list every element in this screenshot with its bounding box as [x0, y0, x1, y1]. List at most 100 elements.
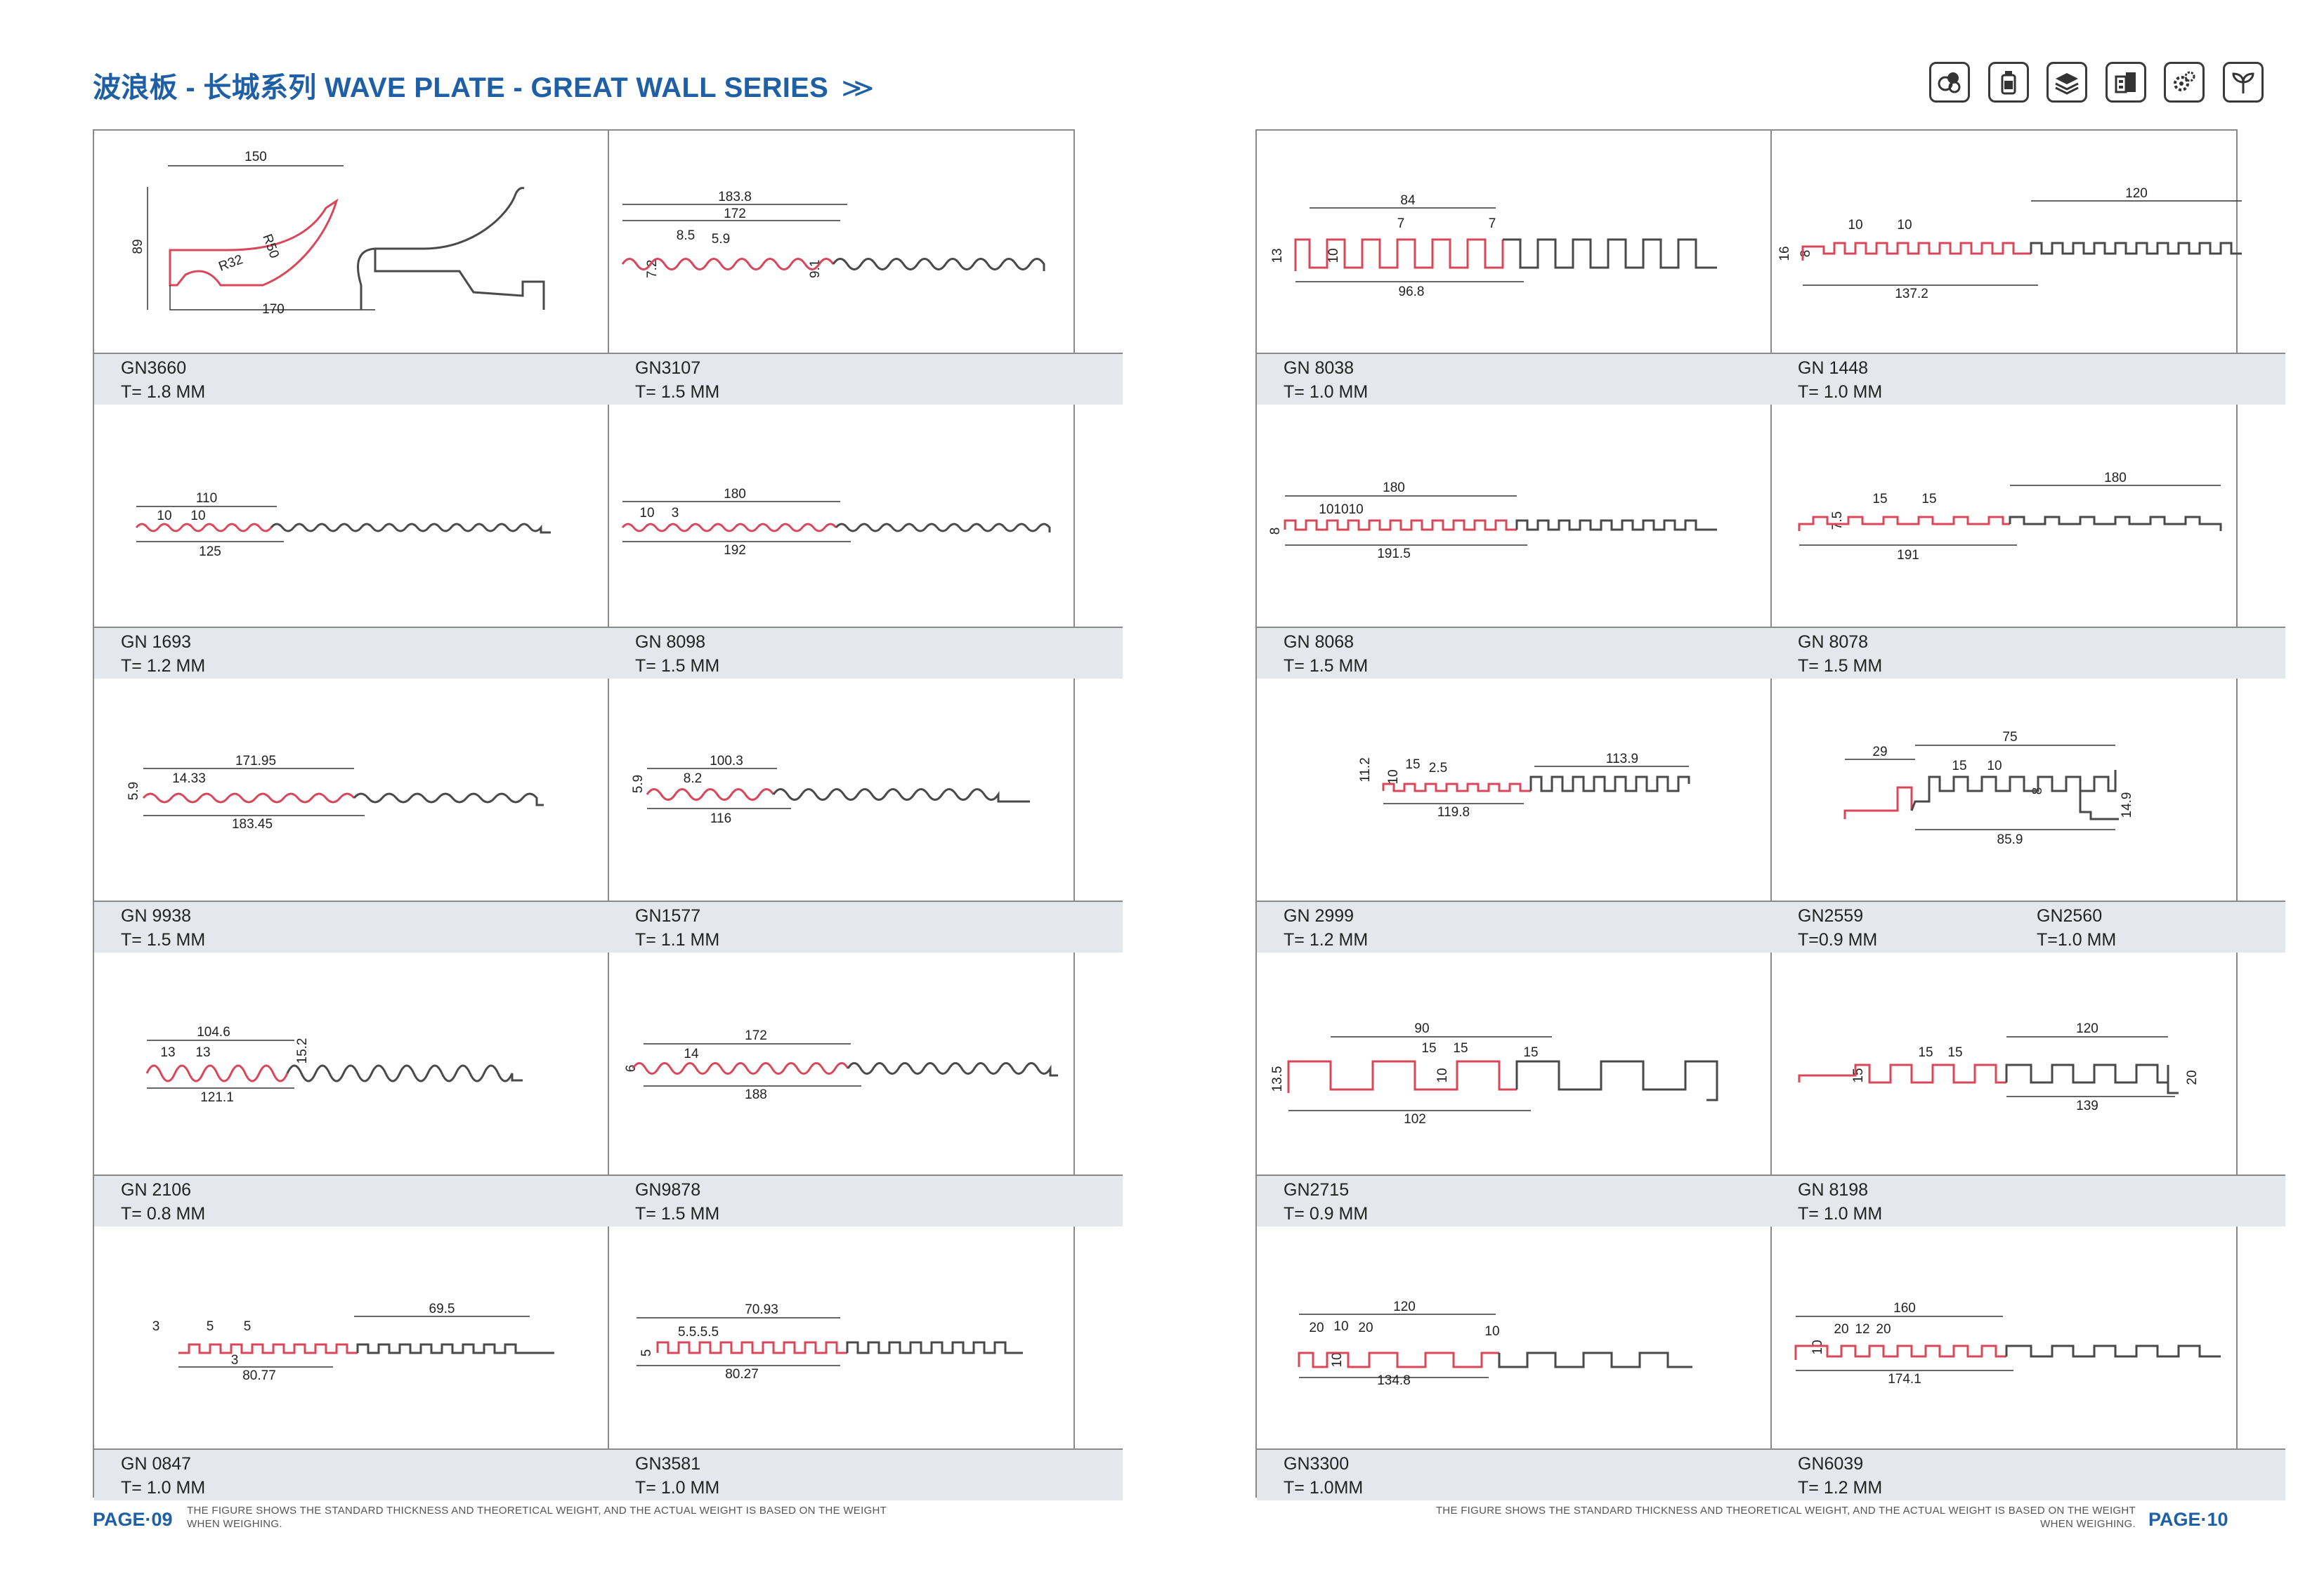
dim-label: 15 — [1523, 1045, 1538, 1060]
profile-thickness: T= 1.1 MM — [635, 930, 720, 950]
profile-card: 113.9 11.2 10 15 2.5 119.8 GN 2999 T= 1.… — [1257, 679, 1771, 953]
page-number-left: PAGE·09 — [93, 1509, 173, 1530]
profile-thickness: T= 1.2 MM — [1798, 1478, 1883, 1498]
building-icon — [2105, 62, 2146, 103]
profile-label: GN9878 T= 1.5 MM — [608, 1174, 1123, 1226]
page-title: 波浪板 - 长城系列 WAVE PLATE - GREAT WALL SERIE… — [93, 65, 875, 105]
profile-label: GN2559 T=0.9 MM GN2560 T=1.0 MM — [1771, 901, 2285, 953]
dim-label: 10 — [190, 509, 205, 523]
dim-label: 89 — [131, 239, 145, 254]
dim-label: 174.1 — [1888, 1372, 1921, 1387]
profile-drawing: 160 20 12 20 10 174.1 — [1771, 1226, 2285, 1448]
dim-label: 10 — [1386, 769, 1401, 784]
dim-label: 191.5 — [1377, 547, 1411, 561]
dim-label: 96.8 — [1399, 284, 1425, 299]
dim-label: 134.8 — [1377, 1373, 1411, 1388]
profile-card: 160 20 12 20 10 174.1 GN6039 T= 1.2 MM — [1771, 1226, 2285, 1500]
dim-label: 10 — [1897, 218, 1912, 233]
dim-label: 120 — [2076, 1021, 2098, 1036]
dim-label: 15 — [1918, 1045, 1933, 1060]
double-chevron-icon: ≫ — [841, 74, 875, 103]
profile-card: 120 20 10 20 10 10 134.8 GN3300 T= 1.0MM — [1257, 1226, 1771, 1500]
profile-thickness: T= 1.2 MM — [1284, 930, 1369, 950]
profile-drawing: 104.6 13 13 15.2 121.1 — [94, 953, 608, 1174]
dim-label: 8.5 — [677, 228, 695, 243]
dim-label: 7.5 — [1830, 511, 1845, 530]
dim-label: 5 — [639, 1349, 654, 1357]
profile-drawing: 84 7 7 13 10 96.8 — [1257, 131, 1771, 353]
profile-code: GN 8038 — [1284, 358, 1354, 378]
profile-thickness: T= 1.0MM — [1284, 1478, 1364, 1498]
profile-card: 180 15 15 7.5 191 GN 8078 T= 1.5 MM — [1771, 405, 2285, 679]
profile-thickness: T= 1.5 MM — [1284, 656, 1369, 676]
profile-thickness: T= 1.0 MM — [1798, 1204, 1883, 1224]
footer-note-right: THE FIGURE SHOWS THE STANDARD THICKNESS … — [1435, 1505, 2136, 1530]
page-title-text: 波浪板 - 长城系列 WAVE PLATE - GREAT WALL SERIE… — [93, 72, 829, 103]
dim-label: 137.2 — [1895, 287, 1928, 301]
profile-thickness: T= 1.0 MM — [635, 1478, 720, 1498]
profile-code: GN3660 — [121, 358, 187, 378]
dim-label: 8 — [1799, 250, 1813, 258]
profile-label: GN 1693 T= 1.2 MM — [94, 627, 608, 679]
profile-drawing: 90 15 15 15 10 13.5 102 — [1257, 953, 1771, 1174]
dim-label: 10 — [1326, 248, 1341, 263]
profile-label: GN1577 T= 1.1 MM — [608, 901, 1123, 953]
profile-code: GN9878 — [635, 1180, 701, 1200]
dim-label: 15 — [1453, 1041, 1468, 1056]
dim-label: 29 — [1872, 745, 1887, 759]
left-profile-panel: 150 89 R50 R32 170 GN3660 T= 1.8 MM 183.… — [93, 129, 1123, 1500]
dim-label: 10 — [1484, 1324, 1499, 1339]
dim-label: 15 — [1405, 757, 1420, 772]
profile-label: GN 8198 T= 1.0 MM — [1771, 1174, 2285, 1226]
profile-card: 70.93 5.5.5.5 5 80.27 GN3581 T= 1.0 MM — [608, 1226, 1123, 1500]
panel-divider — [1770, 131, 1772, 1496]
dim-label: R32 — [217, 252, 245, 275]
profile-card: 120 10 10 16 8 137.2 GN 1448 T= 1.0 MM — [1771, 131, 2285, 405]
dim-label: 104.6 — [197, 1025, 230, 1040]
dim-label: 139 — [2076, 1099, 2098, 1113]
dim-label: 3 — [152, 1319, 160, 1334]
profile-code-alt: GN2560 — [2037, 906, 2103, 926]
dim-label: 116 — [710, 811, 731, 826]
dim-label: 171.95 — [235, 754, 276, 768]
profile-thickness: T= 1.5 MM — [635, 382, 720, 402]
dim-label: 7 — [1489, 216, 1496, 231]
dim-label: 14.9 — [2120, 792, 2134, 818]
profile-thickness: T= 1.8 MM — [121, 382, 206, 402]
dim-label: 11.2 — [1358, 757, 1373, 783]
profile-code: GN 2999 — [1284, 906, 1354, 926]
profile-drawing: 120 20 10 20 10 10 134.8 — [1257, 1226, 1771, 1448]
profile-drawing: 110 10 10 125 — [94, 405, 608, 627]
profile-drawing: 171.95 14.33 5.9 183.45 — [94, 679, 608, 901]
profile-drawing: 172 14 6 188 — [608, 953, 1123, 1174]
dim-label: 5.5.5.5 — [678, 1325, 719, 1340]
feature-icons — [1929, 62, 2264, 105]
profile-code: GN 2106 — [121, 1180, 192, 1200]
dim-label: 3 — [672, 506, 679, 521]
dim-label: 160 — [1893, 1301, 1916, 1316]
dim-label: 20 — [1834, 1322, 1848, 1337]
profile-thickness: T= 1.0 MM — [1798, 382, 1883, 402]
profile-thickness-alt: T=1.0 MM — [2037, 930, 2117, 950]
profile-card: 171.95 14.33 5.9 183.45 GN 9938 T= 1.5 M… — [94, 679, 608, 953]
profile-thickness: T=0.9 MM — [1798, 930, 1878, 950]
dim-label: 5.9 — [712, 232, 730, 247]
profile-label: GN3660 T= 1.8 MM — [94, 353, 608, 405]
dim-label: 20 — [1876, 1322, 1891, 1337]
dim-label: 13.5 — [1270, 1066, 1285, 1092]
dim-label: 70.93 — [745, 1302, 778, 1317]
profile-card: 90 15 15 15 10 13.5 102 GN2715 T= 0.9 MM — [1257, 953, 1771, 1226]
dim-label: 85.9 — [1997, 832, 2023, 847]
dim-label: 15 — [1947, 1045, 1962, 1060]
dim-label: 100.3 — [710, 754, 743, 768]
dim-label: 7.2 — [645, 260, 660, 278]
profile-label: GN3107 T= 1.5 MM — [608, 353, 1123, 405]
dim-label: 110 — [196, 491, 217, 506]
profile-thickness: T= 1.5 MM — [121, 930, 206, 950]
dim-label: 84 — [1400, 193, 1416, 208]
dim-label: 191 — [1897, 548, 1919, 563]
dim-label: 192 — [724, 543, 746, 558]
dim-label: 20 — [1309, 1321, 1324, 1335]
dim-label: 15 — [1872, 492, 1887, 506]
dim-label: 90 — [1414, 1021, 1429, 1036]
